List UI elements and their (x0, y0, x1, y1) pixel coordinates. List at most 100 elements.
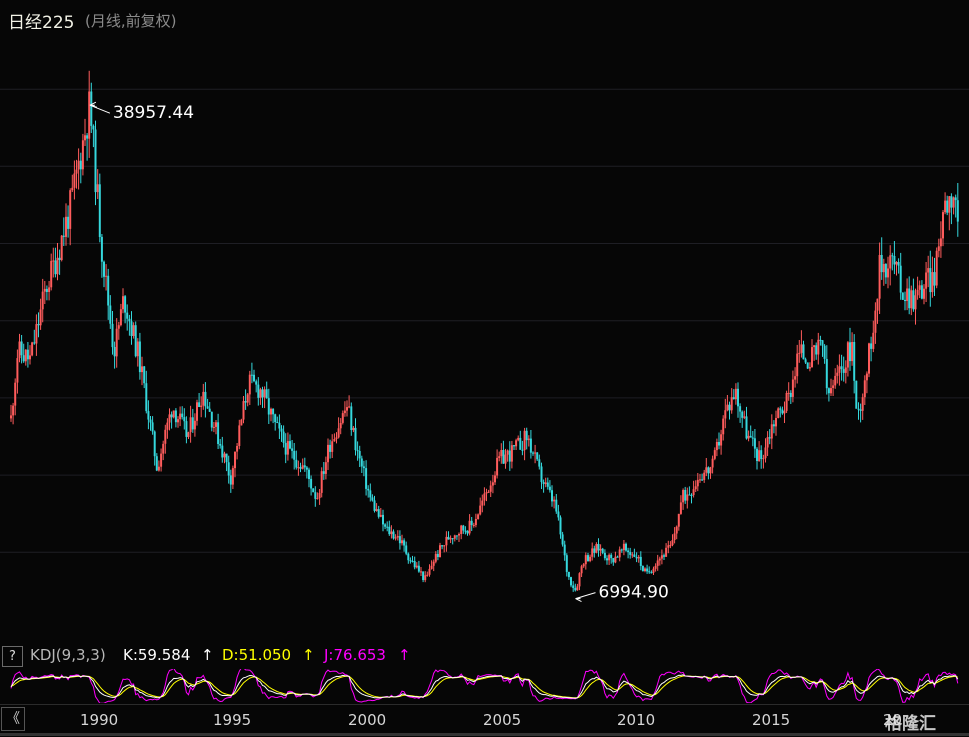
bottom-tab-strip (0, 733, 969, 736)
scroll-left-button[interactable]: 《 (1, 707, 25, 731)
candle-body (162, 443, 165, 454)
candle-body (948, 196, 951, 213)
candle-body (348, 406, 351, 408)
candle-body (494, 475, 496, 483)
candle-body (745, 416, 748, 439)
candle-body (844, 367, 847, 373)
candle-body (865, 373, 868, 381)
candle-body (595, 544, 598, 553)
candle-body (198, 402, 201, 407)
candle-body (377, 509, 380, 517)
candle-body (29, 355, 31, 360)
candle-body (808, 367, 811, 369)
candle-body (622, 543, 625, 551)
candle-body (724, 410, 727, 419)
candle-body (280, 428, 283, 432)
candle-body (682, 490, 685, 503)
candle-body (703, 472, 706, 480)
candle-body (202, 391, 205, 406)
d-value: D:51.050 (222, 646, 292, 664)
candle-body (460, 525, 463, 534)
candle-body (876, 298, 879, 311)
candle-body (90, 91, 93, 126)
candle-body (151, 422, 154, 432)
candle-body (329, 444, 332, 452)
price-chart[interactable]: 38957.44 6994.90 (0, 36, 969, 634)
candle-body (274, 414, 277, 422)
candle-body (910, 290, 913, 309)
candle-body (893, 256, 896, 265)
candle-body (168, 414, 171, 423)
candle-body (570, 577, 572, 586)
candle-body (231, 468, 234, 485)
candle-body (392, 531, 395, 539)
candle-body (411, 560, 414, 562)
candle-body (686, 494, 689, 501)
candle-body (174, 410, 177, 423)
kdj-chart[interactable] (0, 669, 969, 703)
candle-body (297, 467, 300, 469)
candle-body (515, 440, 518, 447)
candle-body (827, 388, 830, 394)
candle-body (576, 586, 579, 591)
candle-body (56, 257, 59, 275)
candle-body (587, 555, 589, 562)
candle-body (836, 372, 839, 376)
candle-body (24, 349, 27, 362)
candle-body (884, 264, 887, 278)
candle-body (574, 588, 577, 591)
k-arrow-icon: ↑ (201, 646, 214, 664)
candle-body (62, 235, 65, 237)
candle-body (18, 341, 21, 359)
candle-body (701, 479, 704, 481)
candle-body (939, 238, 942, 247)
candle-body (559, 517, 562, 535)
candle-body (711, 458, 714, 468)
candle-body (546, 482, 549, 487)
candle-body (796, 353, 799, 377)
chart-header: 日经225 (月线,前复权) (0, 0, 969, 36)
candle-body (96, 184, 99, 193)
candle-body (407, 553, 410, 561)
candle-body (747, 435, 750, 439)
candle-body (398, 536, 401, 544)
candle-body (927, 268, 930, 273)
candle-body (50, 260, 53, 288)
candle-body (485, 492, 488, 494)
candle-body (333, 439, 336, 442)
candle-body (466, 530, 469, 534)
candle-body (768, 437, 771, 439)
candle-body (899, 265, 902, 293)
candle-body (718, 442, 720, 446)
candle-body (912, 290, 915, 310)
candle-body (730, 397, 733, 411)
candle-body (322, 471, 325, 474)
candle-body (732, 397, 735, 400)
candle-body (289, 441, 291, 449)
candle-body (219, 444, 222, 446)
candle-body (155, 456, 158, 471)
candle-body (529, 438, 532, 453)
candle-body (157, 466, 160, 471)
high-annotation: 38957.44 (89, 101, 194, 123)
candle-body (918, 285, 921, 290)
candle-body (179, 413, 182, 420)
candle-body (749, 435, 752, 438)
candle-body (356, 450, 359, 452)
candle-body (84, 135, 86, 141)
help-button[interactable]: ? (2, 646, 23, 667)
candle-body (187, 432, 190, 437)
candle-body (261, 389, 264, 398)
candle-body (612, 558, 615, 563)
candle-body (305, 467, 308, 470)
candle-body (952, 197, 955, 208)
candle-body (136, 341, 139, 357)
candle-body (223, 453, 226, 458)
candle-body (489, 485, 492, 492)
svg-text:6994.90: 6994.90 (599, 583, 669, 603)
candle-body (496, 457, 499, 476)
candle-body (428, 568, 431, 575)
candle-body (443, 545, 446, 547)
candle-body (878, 255, 881, 299)
candle-body (513, 445, 515, 447)
